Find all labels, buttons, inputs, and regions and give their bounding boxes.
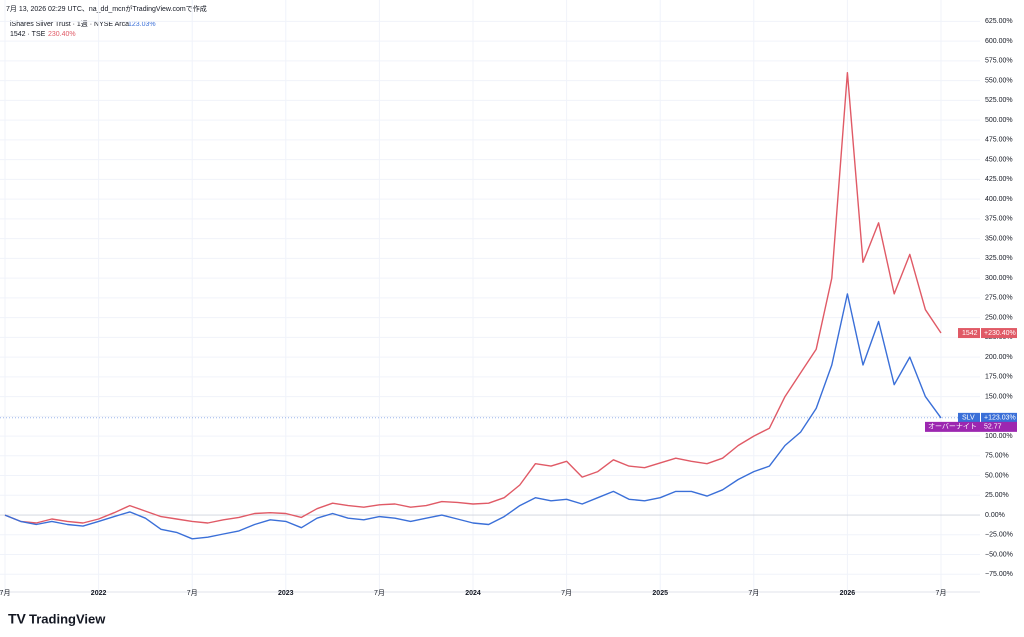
created-note: 7月 13, 2026 02:29 UTC、na_dd_mcnがTradingV… — [6, 4, 207, 13]
y-tick-label: 150.00% — [985, 393, 1013, 400]
y-tick-label: 500.00% — [985, 117, 1013, 124]
tse-tag-name-bg — [958, 328, 980, 339]
y-tick-label: 200.00% — [985, 354, 1013, 361]
y-tick-label: 275.00% — [985, 295, 1013, 302]
y-tick-label: 75.00% — [985, 453, 1009, 460]
x-tick-label: 7月 — [936, 589, 947, 597]
legend-slv: iShares Silver Trust · 1週 · NYSE Arca — [10, 19, 129, 28]
slv-tag-value: +123.03% — [984, 415, 1016, 422]
x-tick-label: 7月 — [0, 589, 10, 597]
session-bg — [925, 421, 981, 432]
x-tick-label: 2024 — [465, 590, 481, 597]
tse-tag-value-bg — [981, 328, 1017, 339]
y-tick-label: 325.00% — [985, 255, 1013, 262]
y-tick-label: 375.00% — [985, 216, 1013, 223]
y-tick-label: 575.00% — [985, 58, 1013, 65]
y-tick-label: 350.00% — [985, 235, 1013, 242]
y-tick-label: 0.00% — [985, 512, 1005, 519]
brand-name: TradingView — [29, 611, 106, 626]
brand-logo: TV — [8, 611, 27, 627]
plot: −75.00% −50.00% −25.00% 0.00% 25.00% 50.00% 75… — [0, 0, 1017, 597]
session-value: 52.77 — [984, 424, 1002, 431]
y-tick-label: 300.00% — [985, 275, 1013, 282]
legend-tse: 1542 · TSE — [10, 31, 46, 38]
x-tick-label: 7月 — [748, 589, 759, 597]
y-tick-label: −50.00% — [985, 551, 1013, 558]
slv-tag-name: SLV — [962, 415, 975, 422]
y-tick-label: −25.00% — [985, 532, 1013, 539]
slv-tag-name-bg — [958, 412, 980, 423]
y-tick-label: 600.00% — [985, 38, 1013, 45]
y-tick-label: 100.00% — [985, 433, 1013, 440]
y-tick-label: 625.00% — [985, 18, 1013, 25]
x-tick-label: 2026 — [840, 590, 856, 597]
y-tick-label: 525.00% — [985, 97, 1013, 104]
y-tick-label: 25.00% — [985, 492, 1009, 499]
x-tick-label: 7月 — [561, 589, 572, 597]
x-tick-label: 2023 — [278, 590, 294, 597]
x-tick-label: 7月 — [187, 589, 198, 597]
session-value-bg — [981, 421, 1017, 432]
y-tick-label: 450.00% — [985, 156, 1013, 163]
y-tick-label: 425.00% — [985, 176, 1013, 183]
series-line — [4, 293, 942, 540]
brand: TV TradingView — [8, 611, 106, 627]
y-tick-label: 475.00% — [985, 137, 1013, 144]
y-tick-label: 50.00% — [985, 472, 1009, 479]
tse-tag-name: 1542 — [962, 330, 978, 337]
y-tick-label: 400.00% — [985, 196, 1013, 203]
x-tick-label: 2025 — [652, 590, 668, 597]
slv-tag-value-bg — [981, 412, 1017, 423]
y-tick-label: 550.00% — [985, 77, 1013, 84]
y-tick-label: 250.00% — [985, 314, 1013, 321]
y-tick-label: −75.00% — [985, 571, 1013, 578]
y-tick-label: 175.00% — [985, 374, 1013, 381]
x-tick-label: 7月 — [374, 589, 385, 597]
series-line — [4, 72, 942, 524]
tse-tag-value: +230.40% — [984, 330, 1016, 337]
legend-tse-value: 230.40% — [48, 31, 76, 38]
x-tick-label: 2022 — [91, 590, 107, 597]
session-label: オーバーナイト — [928, 423, 977, 431]
legend-slv-value: 123.03% — [128, 21, 156, 28]
